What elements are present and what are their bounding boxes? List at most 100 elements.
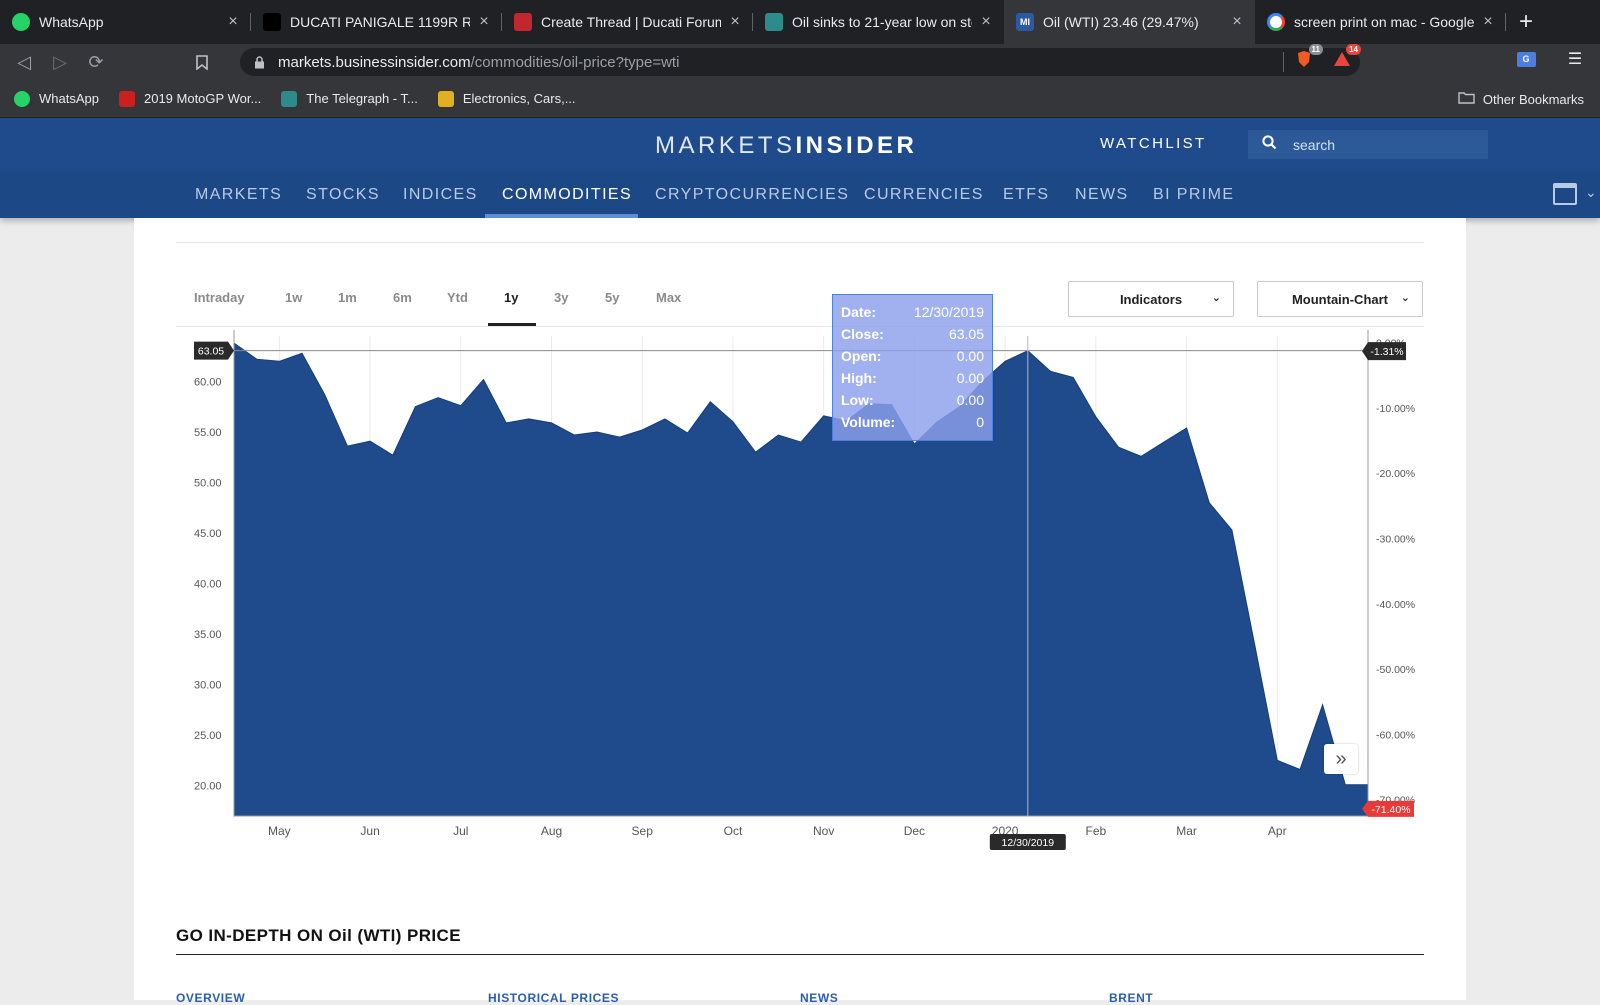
range-1m[interactable]: 1m [338,290,357,305]
range-1w[interactable]: 1w [285,290,303,305]
crosshair-date-flag [989,834,1066,850]
range-ytd[interactable]: Ytd [447,290,468,305]
telegraph-icon [765,13,783,31]
range-intraday[interactable]: Intraday [194,290,245,305]
calendar-icon[interactable] [1553,183,1577,205]
y-tick-label: 40.00 [194,579,222,591]
nav-item-stocks[interactable]: STOCKS [306,186,380,203]
x-tick-label: Mar [1176,824,1197,838]
tab-separator [501,13,502,31]
bookmark-item[interactable]: WhatsApp [14,90,99,107]
chevron-down-icon: ⌄ [1400,292,1410,304]
price-chart[interactable]: 60.00 55.00 50.00 45.00 40.00 35.00 30.00 25.00… [134,218,1466,858]
x-tick-label: Jun [360,824,379,838]
other-bookmarks-label: Other Bookmarks [1482,91,1584,107]
range-3y[interactable]: 3y [554,290,569,305]
price-area [233,342,1369,817]
indicators-dropdown[interactable]: Indicators ⌄ [1068,281,1234,317]
menu-icon[interactable]: ☰ [1567,51,1583,68]
indicators-label: Indicators [1119,291,1183,307]
nav-item-markets[interactable]: MARKETS [195,186,283,203]
tab-strip: WhatsApp × DUCATI PANIGALE 1199R Rac × Creat… [0,0,1600,44]
whatsapp-icon [14,90,30,107]
nav-item-etfs[interactable]: ETFS [1003,186,1050,203]
close-icon[interactable]: × [1483,13,1493,30]
range-5y[interactable]: 5y [605,290,620,305]
tab-separator [250,13,251,31]
watchlist-link[interactable]: WATCHLIST [1100,135,1207,152]
tooltip-value: 0 [976,414,984,430]
other-bookmarks[interactable]: Other Bookmarks [1458,80,1584,118]
last-pct-flag [1362,800,1414,817]
tab-separator [752,13,753,31]
divider [1283,52,1284,72]
nav-item-bi-prime[interactable]: BI PRIME [1153,186,1235,203]
last-pct-label: -71.40% [1371,804,1410,816]
active-range-underline [488,323,536,326]
browser-tab[interactable]: WhatsApp × [0,0,251,44]
tooltip-value: 12/30/2019 [913,304,984,320]
range-max[interactable]: Max [656,290,682,305]
brave-shield-icon[interactable]: 11 [1295,44,1323,68]
back-icon[interactable]: ◁ [17,51,31,72]
nav-item-news[interactable]: NEWS [1075,186,1129,203]
close-icon[interactable]: × [1232,13,1242,30]
indepth-link[interactable]: OVERVIEW [176,991,246,1005]
range-6m[interactable]: 6m [393,290,412,305]
new-tab-button[interactable]: + [1518,8,1533,35]
indepth-link[interactable]: HISTORICAL PRICES [488,991,620,1005]
x-tick-label: Oct [724,824,743,838]
chevron-down-icon: ⌄ [1211,292,1221,304]
x-tick-label: Dec [904,824,925,838]
content-panel: Indicators ⌄ Mountain-Chart ⌄ 60.00 55.00… [134,218,1466,1005]
crosshair-date-label: 12/30/2019 [1002,837,1055,849]
forward-icon[interactable]: ▷ [53,51,67,72]
search-input[interactable]: search [1248,130,1488,159]
logo-right: INSIDER [795,132,918,159]
range-1y[interactable]: 1y [504,290,519,305]
chevron-down-icon[interactable]: ⌄ [1585,184,1597,200]
address-bar[interactable]: markets.businessinsider.com/commodities/… [240,48,1360,76]
active-nav-underline [485,214,638,218]
bookmark-item[interactable]: The Telegraph - T... [281,90,418,107]
bookmark-item[interactable]: 2019 MotoGP Wor... [118,90,262,107]
indepth-link[interactable]: NEWS [800,991,839,1005]
y-tick-label: 35.00 [194,629,222,641]
close-icon[interactable]: × [228,13,238,30]
browser-tab[interactable]: MI Oil (WTI) 23.46 (29.47%) × [1004,0,1255,44]
nav-item-cryptocurrencies[interactable]: CRYPTOCURRENCIES [655,186,850,203]
indepth-link[interactable]: BRENT [1109,991,1154,1005]
tab-separator [1505,13,1506,31]
y-right-tick-label: -50.00% [1376,664,1415,676]
close-icon[interactable]: × [730,13,740,30]
tooltip-value: 0.00 [956,348,984,364]
divider [176,242,1424,243]
reload-icon[interactable]: ⟳ [88,51,104,72]
nav-item-indices[interactable]: INDICES [403,186,478,203]
bookmark-label: Electronics, Cars,... [462,91,576,106]
tooltip-key: High: [841,370,877,386]
bookmark-item[interactable]: Electronics, Cars,... [437,90,576,107]
x-tick-label: Aug [541,824,562,838]
tab-title: Oil (WTI) 23.46 (29.47%) [1043,14,1199,30]
ducati-forum-icon [514,13,532,31]
browser-tab[interactable]: screen print on mac - Google × [1255,0,1506,44]
markets-insider-logo[interactable]: MARKETSINSIDER [655,132,917,160]
bookmark-label: 2019 MotoGP Wor... [143,91,262,106]
nav-item-currencies[interactable]: CURRENCIES [864,186,984,203]
close-icon[interactable]: × [479,13,489,30]
y-right-tick-label: -60.00% [1376,729,1415,741]
nav-item-commodities[interactable]: COMMODITIES [502,186,633,203]
browser-tab[interactable]: Oil sinks to 21-year low on sto × [753,0,1004,44]
translate-icon[interactable]: G [1516,50,1536,68]
browser-tab[interactable]: DUCATI PANIGALE 1199R Rac × [251,0,502,44]
browser-tab[interactable]: Create Thread | Ducati Forum × [502,0,753,44]
chart-type-dropdown[interactable]: Mountain-Chart ⌄ [1257,281,1423,317]
close-icon[interactable]: × [981,13,991,30]
scroll-forward-icon[interactable]: » [1324,744,1358,774]
tab-title: WhatsApp [39,14,104,30]
bookmark-icon[interactable] [184,44,220,80]
divider [176,954,1424,955]
brave-rewards-icon[interactable]: 14 [1333,44,1361,68]
url-host: markets.businessinsider.com [278,53,471,71]
